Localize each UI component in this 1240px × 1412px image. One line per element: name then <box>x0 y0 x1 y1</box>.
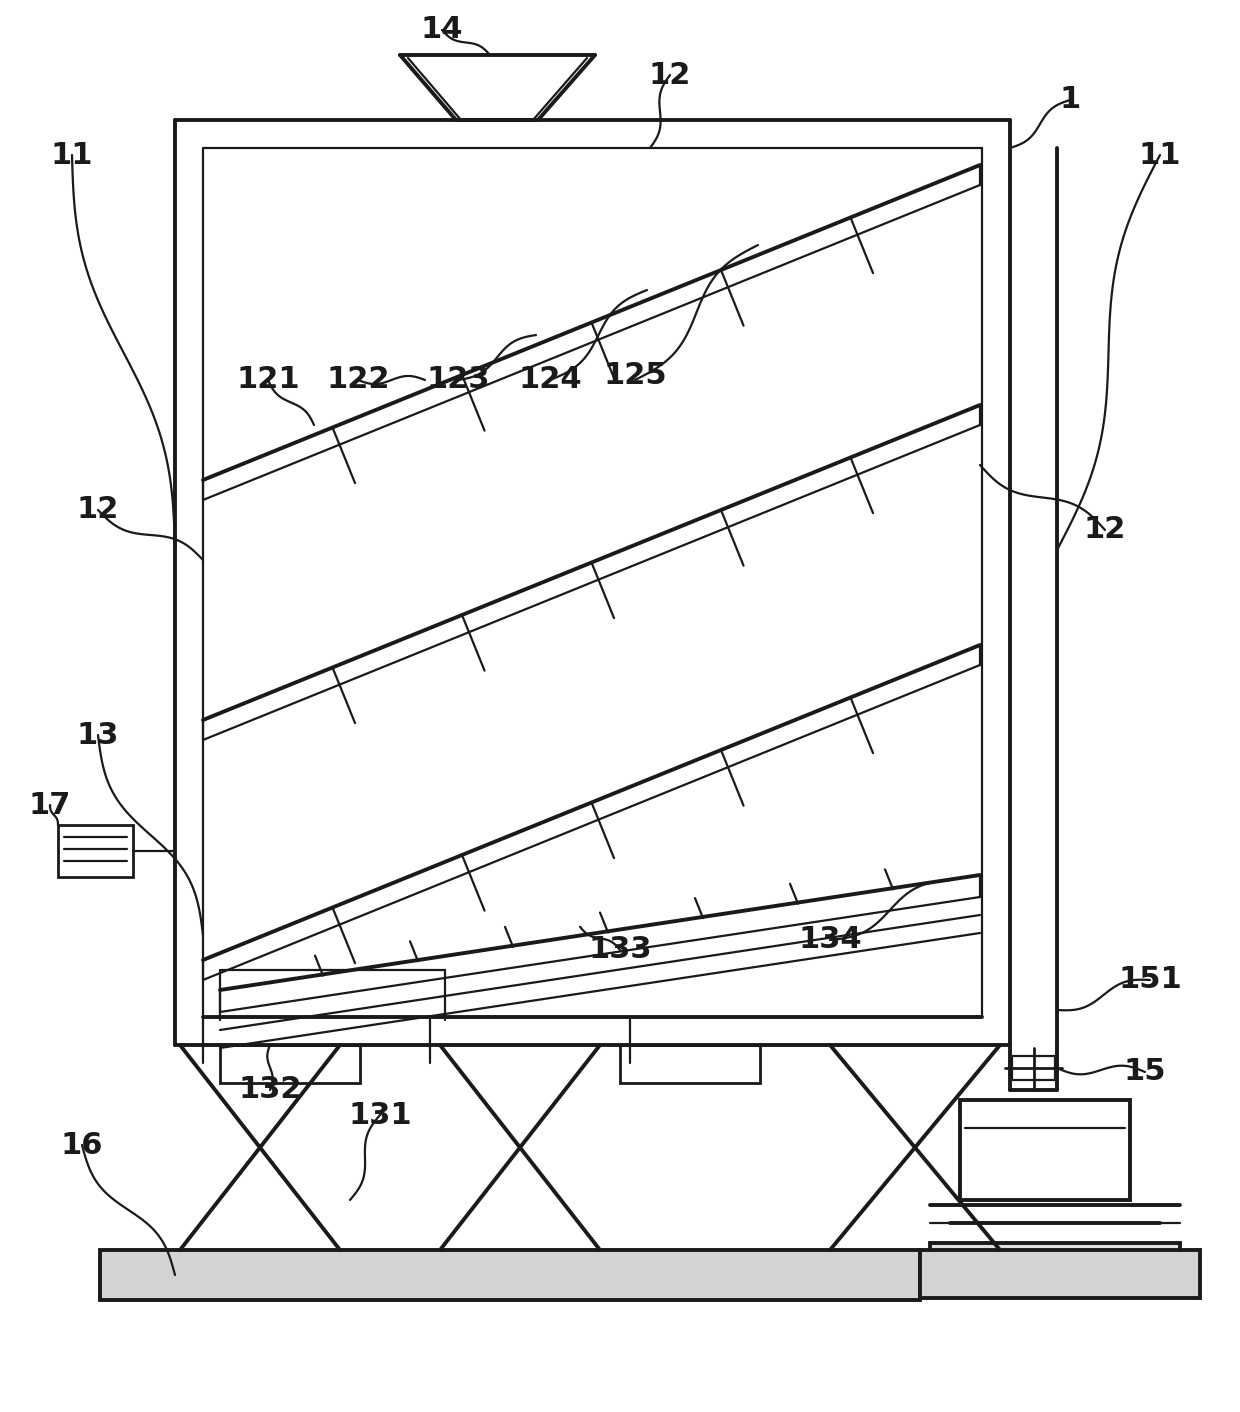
Text: 124: 124 <box>518 366 582 394</box>
Bar <box>920 1250 1200 1298</box>
Text: 131: 131 <box>348 1100 412 1130</box>
Text: 14: 14 <box>420 16 464 45</box>
Text: 151: 151 <box>1118 966 1182 994</box>
Bar <box>219 1045 360 1083</box>
Bar <box>100 1250 920 1300</box>
Bar <box>620 1045 760 1083</box>
Text: 16: 16 <box>61 1131 103 1159</box>
Text: 122: 122 <box>326 366 389 394</box>
Text: 134: 134 <box>799 925 862 955</box>
Text: 1: 1 <box>1059 86 1080 114</box>
Text: 132: 132 <box>238 1076 301 1104</box>
Text: 12: 12 <box>649 61 691 89</box>
Text: 123: 123 <box>427 366 490 394</box>
Text: 15: 15 <box>1123 1058 1167 1086</box>
Bar <box>58 825 133 877</box>
Bar <box>960 1100 1130 1200</box>
Text: 11: 11 <box>51 141 93 169</box>
Text: 12: 12 <box>1084 515 1126 545</box>
Text: 13: 13 <box>77 720 119 750</box>
Text: 11: 11 <box>1138 141 1182 169</box>
Text: 12: 12 <box>77 496 119 524</box>
Bar <box>1012 1056 1055 1080</box>
Bar <box>930 1243 1180 1271</box>
Text: 133: 133 <box>588 936 652 964</box>
Text: 17: 17 <box>29 791 71 819</box>
Text: 125: 125 <box>603 360 667 390</box>
Text: 121: 121 <box>236 366 300 394</box>
